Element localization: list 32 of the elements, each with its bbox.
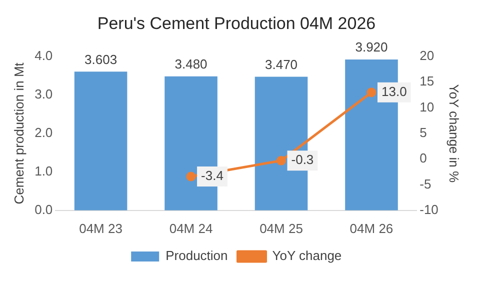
y2-tick-label: 20 — [420, 48, 434, 63]
x-tick-label: 04M 23 — [79, 220, 122, 236]
legend-label: Production — [166, 248, 228, 264]
y-tick-label: 4.0 — [34, 48, 53, 63]
data-label: -0.3 — [291, 152, 314, 168]
y-tick-label: 0.0 — [34, 202, 53, 217]
y2-axis-title: YoY change in % — [446, 84, 462, 183]
data-label: 3.603 — [84, 52, 118, 67]
legend-label: YoY change — [272, 248, 342, 264]
x-tick-label: 04M 26 — [350, 220, 394, 236]
y2-tick-label: 10 — [420, 99, 434, 114]
y2-tick-label: 5 — [420, 124, 427, 140]
y2-tick-label: 0 — [420, 150, 427, 166]
point — [366, 88, 376, 98]
y-tick-label: 2.0 — [34, 124, 53, 140]
data-label: -3.4 — [201, 168, 224, 184]
y-axis-title: Cement production in Mt — [11, 62, 26, 204]
data-label: 3.470 — [264, 56, 298, 72]
y2-tick-label: 15 — [420, 74, 434, 89]
point — [186, 172, 196, 182]
y2-tick-label: -10 — [420, 202, 438, 217]
y-tick-label: 1.0 — [34, 163, 53, 178]
data-label: 13.0 — [381, 84, 407, 99]
y-tick-label: 3.0 — [34, 86, 53, 102]
data-label: 3.920 — [355, 40, 388, 55]
bar — [74, 72, 128, 210]
x-tick-label: 04M 25 — [260, 220, 303, 236]
y2-tick-label: -5 — [420, 176, 432, 192]
data-label: 3.480 — [174, 56, 208, 72]
x-tick-label: 04M 24 — [169, 220, 213, 236]
point — [276, 156, 286, 166]
chart-title: Peru's Cement Production 04M 2026 — [97, 14, 376, 33]
